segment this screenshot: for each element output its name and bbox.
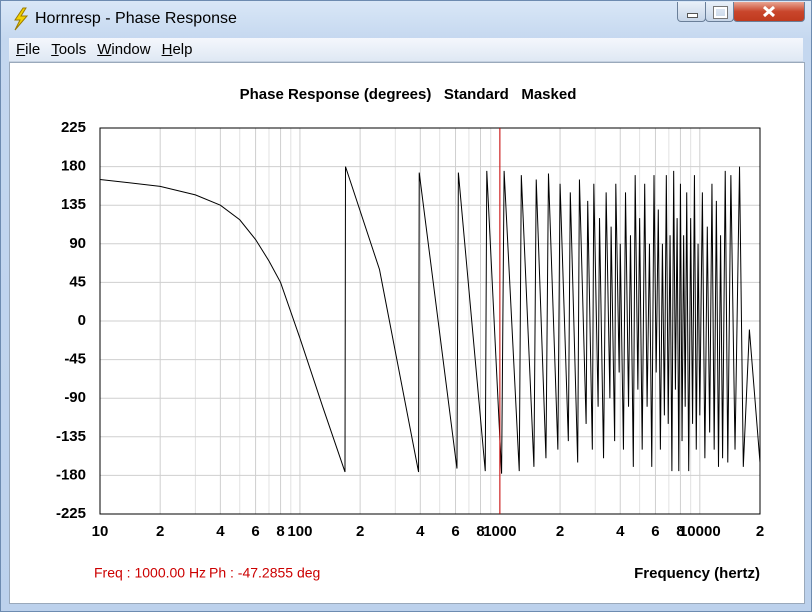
client-area: Phase Response (degrees) Standard Masked… — [9, 62, 805, 604]
x-tick-label: 6 — [251, 523, 259, 540]
x-tick-label: 8 — [276, 523, 284, 540]
y-tick-label: -90 — [64, 389, 86, 406]
maximize-button[interactable] — [705, 2, 734, 22]
y-tick-label: 225 — [61, 119, 86, 136]
x-tick-label: 10 — [92, 523, 109, 540]
x-tick-label: 10000 — [679, 523, 721, 540]
menu-item[interactable]: Help — [161, 41, 193, 58]
x-tick-label: 2 — [756, 523, 764, 540]
app-icon — [14, 7, 29, 31]
x-tick-label: 2 — [556, 523, 564, 540]
y-tick-label: 90 — [69, 235, 86, 252]
menu-bar: File Tools Window Help — [9, 38, 803, 62]
x-tick-label: 6 — [651, 523, 659, 540]
minimize-button[interactable] — [677, 2, 706, 22]
chart-title: Phase Response (degrees) Standard Masked — [240, 86, 577, 103]
y-tick-label: 0 — [78, 312, 86, 329]
x-tick-label: 8 — [476, 523, 484, 540]
x-tick-label: 1000 — [483, 523, 516, 540]
x-tick-label: 100 — [287, 523, 312, 540]
menu-item[interactable]: File — [16, 41, 41, 58]
y-tick-label: 135 — [61, 196, 86, 213]
title-bar: Hornresp - Phase Response — [1, 1, 811, 37]
y-tick-label: -45 — [64, 351, 86, 368]
x-tick-label: 8 — [676, 523, 684, 540]
window-title: Hornresp - Phase Response — [35, 10, 237, 27]
x-tick-label: 2 — [156, 523, 164, 540]
y-tick-label: 45 — [69, 273, 86, 290]
chart: Phase Response (degrees) Standard Masked… — [56, 86, 764, 582]
x-tick-label: 4 — [416, 523, 425, 540]
y-tick-label: -135 — [56, 428, 86, 445]
status-phase: Ph : -47.2855 deg — [209, 565, 320, 581]
status-frequency: Freq : 1000.00 Hz — [94, 565, 206, 581]
phase-line — [99, 166, 761, 474]
menu-item[interactable]: Tools — [51, 41, 87, 58]
x-tick-label: 4 — [616, 523, 625, 540]
x-tick-label: 6 — [451, 523, 459, 540]
close-button[interactable] — [733, 2, 805, 22]
plot-frame — [99, 127, 761, 515]
menu-item[interactable]: Window — [97, 41, 151, 58]
y-tick-label: -225 — [56, 505, 86, 522]
y-tick-label: -180 — [56, 466, 86, 483]
y-tick-label: 180 — [61, 158, 86, 175]
x-tick-label: 4 — [216, 523, 225, 540]
x-axis-label: Frequency (hertz) — [634, 565, 760, 582]
x-tick-label: 2 — [356, 523, 364, 540]
